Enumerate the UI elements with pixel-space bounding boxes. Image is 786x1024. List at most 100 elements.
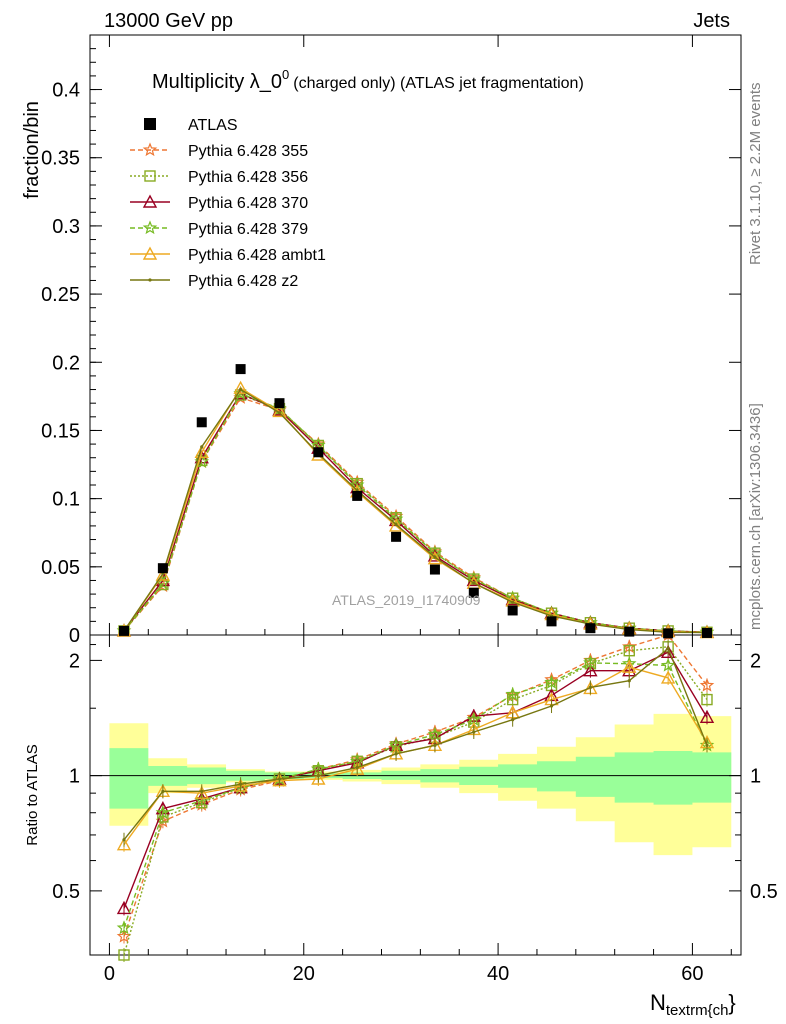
main-marker-5-10 (511, 600, 515, 604)
legend-label-1: Pythia 6.428 356 (188, 169, 308, 186)
main-line-3 (123, 392, 708, 633)
legend-marker-4 (142, 246, 158, 260)
ratio-marker-0-15 (699, 677, 715, 692)
ratio-marker-3-14 (660, 657, 676, 672)
ratio-marker-5-8 (433, 743, 437, 747)
ratio-marker-3-12 (583, 655, 598, 670)
ratio-marker-3-10 (505, 686, 520, 701)
ratio-band-inner (109, 748, 732, 809)
main-marker-4-7 (388, 518, 404, 532)
axis-ticks: 0 20 40 60 0 0.05 0.1 0.15 0.2 0.25 0.3 0.35 0.4 0.5 0… (41, 35, 778, 985)
y-tick-label-main-3: 0.15 (41, 420, 80, 442)
main-marker-5-3 (239, 387, 243, 392)
ratio-marker-5-2 (200, 789, 204, 793)
main-marker-5-7 (394, 522, 398, 527)
y-tick-label-main-7: 0.35 (41, 148, 80, 170)
ratio-marker-2-15 (699, 709, 715, 724)
data-point-15 (701, 627, 712, 638)
legend-label-3: Pythia 6.428 379 (188, 221, 308, 238)
ratio-marker-2-12 (583, 663, 598, 677)
data-point-12 (585, 623, 596, 634)
legend-label-2: Pythia 6.428 370 (188, 195, 308, 212)
ratio-marker-4-14 (660, 670, 676, 684)
ratio-marker-5-0 (122, 838, 126, 842)
ratio-series-group (116, 627, 715, 962)
mcplots-label: mcplots.cern.ch [arXiv:1306.3436] (747, 403, 764, 630)
y-tick-label-ratio-2: 2 (69, 650, 80, 672)
ratio-marker-2-14 (660, 644, 676, 658)
main-marker-5-8 (433, 555, 437, 559)
ratio-line-3 (123, 662, 708, 929)
legend-marker-2 (142, 194, 158, 208)
legend-marker-1 (144, 170, 156, 182)
analysis-watermark: ATLAS_2019_I1740909 (332, 592, 481, 608)
main-marker-4-8 (427, 551, 443, 565)
ratio-marker-0-0 (116, 928, 132, 943)
ratio-marker-4-13 (622, 659, 637, 673)
ratio-marker-5-13 (627, 679, 631, 683)
data-point-14 (663, 628, 674, 639)
data-point-13 (624, 626, 635, 637)
y-tick-label-ratio-1: 1 (69, 766, 80, 788)
y-tick-label-main-8: 0.4 (52, 80, 80, 102)
y-tick-label-main-4: 0.2 (52, 352, 80, 374)
y-tick-label-main-5: 0.25 (41, 284, 80, 306)
ratio-uncertainty-bands (109, 713, 732, 856)
main-marker-5-9 (472, 581, 476, 585)
main-marker-5-2 (200, 445, 204, 449)
ratio-marker-2-0 (116, 900, 132, 915)
x-tick-label-1: 20 (293, 963, 315, 985)
x-tick-label-2: 40 (487, 963, 509, 985)
legend-label-data: ATLAS (188, 117, 238, 134)
legend-marker-3 (142, 220, 158, 235)
y-axis-label-ratio: Ratio to ATLAS (24, 744, 41, 845)
y-tick-label-ratio-0: 0.5 (52, 881, 80, 903)
header-left: 13000 GeV pp (104, 10, 233, 32)
x-tick-label-3: 60 (681, 963, 703, 985)
header-right: Jets (693, 10, 730, 32)
legend-label-5: Pythia 6.428 z2 (188, 273, 298, 290)
ratio-band-outer (109, 713, 732, 856)
legend-label-0: Pythia 6.428 355 (188, 143, 308, 160)
legend: ATLAS Pythia 6.428 355 Pythia 6.428 356 Pyt… (130, 117, 326, 290)
ratio-marker-3-0 (116, 920, 132, 935)
y-tick-label-ratio-right-2: 2 (750, 650, 761, 672)
ratio-marker-3-11 (544, 674, 559, 689)
ratio-marker-5-3 (239, 782, 243, 786)
ratio-line-5 (123, 647, 708, 841)
y-tick-label-main-1: 0.05 (41, 557, 80, 579)
ratio-marker-5-15 (705, 743, 709, 747)
ratio-marker-5-9 (472, 730, 476, 734)
data-point-11 (546, 616, 557, 627)
ratio-marker-1-13 (623, 645, 635, 657)
ratio-marker-5-12 (588, 685, 592, 690)
legend-marker-data (144, 118, 156, 130)
ratio-marker-5-6 (355, 765, 359, 770)
data-point-0 (119, 625, 130, 636)
data-point-2 (196, 417, 207, 428)
ratio-marker-5-10 (511, 718, 515, 722)
main-marker-5-4 (277, 411, 282, 415)
main-marker-3-6 (349, 477, 365, 492)
data-point-8 (429, 564, 440, 575)
data-point-9 (468, 587, 479, 598)
data-point-10 (507, 605, 518, 616)
main-marker-4-2 (194, 444, 209, 458)
main-line-5 (123, 388, 707, 634)
data-point-7 (391, 531, 402, 542)
ratio-line-0 (123, 634, 708, 937)
ratio-marker-5-4 (277, 777, 282, 781)
legend-marker-0 (142, 142, 158, 157)
data-point-1 (157, 563, 168, 574)
y-tick-label-main-0: 0 (69, 625, 80, 647)
y-tick-label-ratio-right-0: 0.5 (750, 881, 778, 903)
x-tick-label-0: 0 (104, 963, 115, 985)
data-point-5 (313, 447, 324, 458)
main-marker-4-1 (155, 567, 171, 581)
main-marker-4-3 (233, 380, 248, 394)
main-marker-3-7 (388, 511, 404, 526)
y-axis-label-main: fraction/bin (21, 101, 43, 199)
ratio-marker-5-11 (549, 704, 554, 708)
ratio-marker-1-15 (701, 693, 713, 706)
